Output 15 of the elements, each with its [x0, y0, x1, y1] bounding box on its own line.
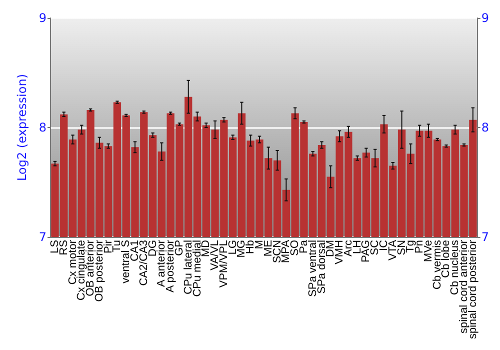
x-tick-label: IC [378, 240, 390, 251]
y2-tick-label: 9 [481, 11, 490, 25]
y-tick-label: 8 [38, 120, 47, 134]
y2-tick-label: 8 [481, 120, 490, 134]
y-axis-title: Log2 (expression) [15, 74, 29, 181]
x-tick-label: MVe [422, 240, 434, 262]
y-tick-label: 9 [38, 11, 47, 25]
y-tick-label: 7 [38, 230, 47, 244]
x-tick-label: Pa [298, 239, 310, 254]
y2-tick-label: 7 [481, 230, 490, 244]
x-tick-label: RS [58, 240, 70, 256]
x-tick-label: spinal cord posterior [466, 240, 479, 340]
x-tick-label: Tg [404, 240, 417, 253]
x-tick-label: OB posterior [93, 240, 106, 302]
x-tick-label: Arc [342, 239, 354, 256]
